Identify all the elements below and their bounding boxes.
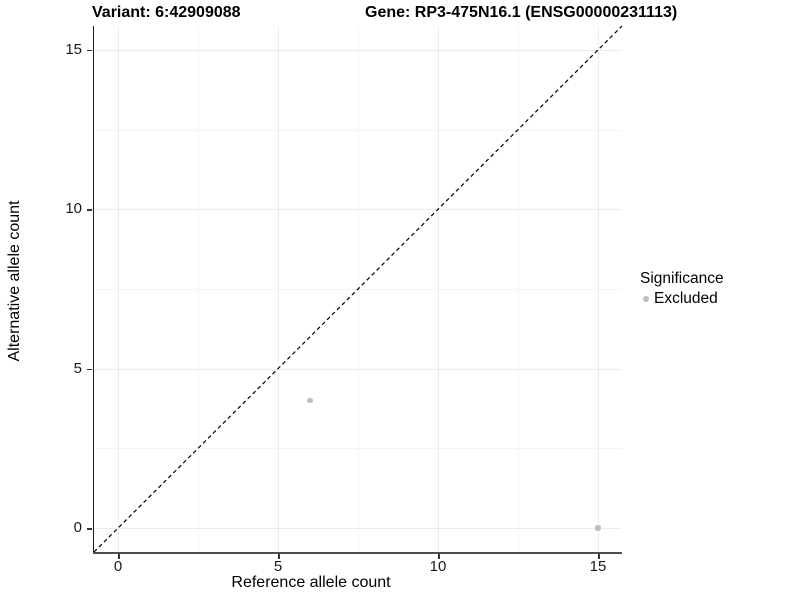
legend-title: Significance xyxy=(640,270,724,287)
x-axis-title: Reference allele count xyxy=(231,574,391,591)
data-point xyxy=(307,397,313,404)
legend-item-label: Excluded xyxy=(654,290,718,307)
y-tick-label: 0 xyxy=(73,519,82,537)
y-tick-label: 15 xyxy=(65,40,82,58)
data-point xyxy=(595,525,601,531)
y-axis-title: Alternative allele count xyxy=(6,200,23,362)
y-major-gridline xyxy=(94,368,622,370)
y-major-gridline xyxy=(94,49,622,51)
gene-title: Gene: RP3-475N16.1 (ENSG00000231113) xyxy=(365,4,678,21)
y-tick-mark xyxy=(87,209,92,211)
legend-item: Excluded xyxy=(638,290,724,308)
y-tick-mark xyxy=(87,368,92,371)
y-tick-mark xyxy=(87,528,92,530)
y-tick-mark xyxy=(87,49,92,52)
y-minor-gridline xyxy=(94,448,622,450)
x-tick-label: 10 xyxy=(429,558,447,575)
y-axis-line xyxy=(92,26,94,554)
y-minor-gridline xyxy=(94,129,622,131)
x-tick-mark xyxy=(118,554,120,559)
legend: Significance Excluded xyxy=(638,270,724,308)
x-tick-mark xyxy=(278,554,280,559)
x-axis-line xyxy=(92,552,622,554)
y-major-gridline xyxy=(94,528,622,530)
plot-panel xyxy=(93,25,623,553)
x-tick-label: 5 xyxy=(273,558,283,575)
x-tick-label: 0 xyxy=(113,558,123,575)
y-tick-label: 5 xyxy=(73,359,82,377)
legend-items: Excluded xyxy=(638,290,724,308)
variant-title: Variant: 6:42909088 xyxy=(92,4,241,21)
x-tick-mark xyxy=(438,554,440,559)
y-tick-label: 10 xyxy=(65,200,82,218)
x-tick-mark xyxy=(598,554,600,559)
x-tick-label: 15 xyxy=(589,558,607,575)
y-major-gridline xyxy=(94,209,622,211)
x-major-gridline xyxy=(118,26,119,552)
identity-dashed-line xyxy=(93,25,623,553)
legend-point-swatch xyxy=(643,296,649,302)
x-major-gridline xyxy=(438,26,439,552)
x-major-gridline xyxy=(278,26,279,552)
x-major-gridline xyxy=(598,26,599,552)
